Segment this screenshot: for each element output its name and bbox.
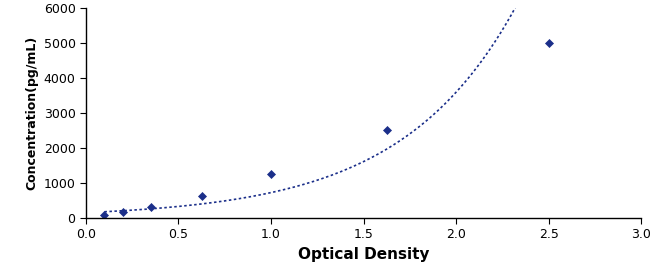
X-axis label: Optical Density: Optical Density [298, 247, 429, 262]
Y-axis label: Concentration(pg/mL): Concentration(pg/mL) [25, 36, 38, 190]
